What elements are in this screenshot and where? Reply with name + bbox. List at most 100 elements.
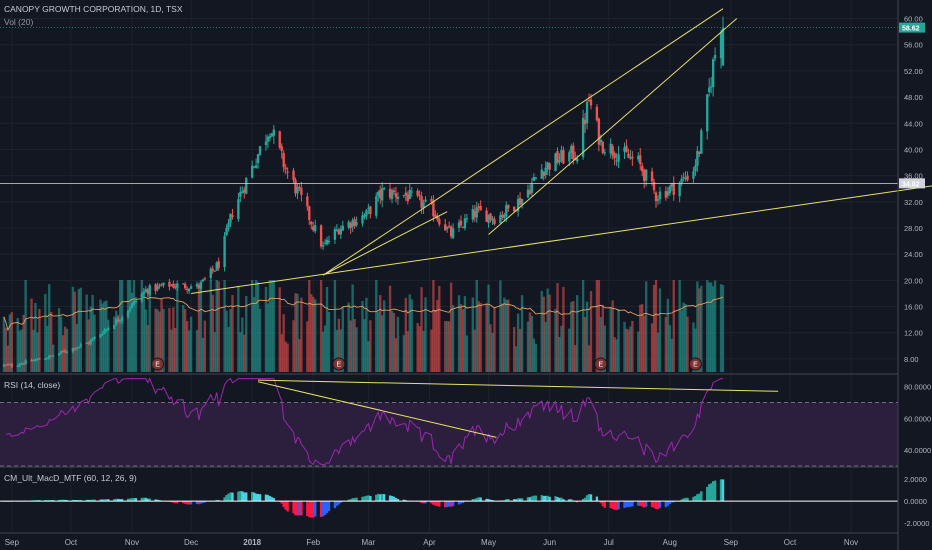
macd-bar [134,498,138,502]
time-axis[interactable]: Sep Oct Nov Dec 2018 Feb Mar Apr May Jun Jul Aug Sep… [5,538,858,547]
candle-body [245,178,248,194]
macd-bar [101,499,104,502]
macd-bar [272,498,276,502]
macd-bar [103,499,106,502]
macd-bar [668,501,671,505]
candle-body [215,262,218,271]
volume-bar [568,328,571,372]
candle-body [38,358,41,360]
macd-bar [215,499,218,502]
candle-body [231,215,234,217]
candle-body [670,183,673,187]
panel-separators[interactable] [0,0,899,550]
time-tick-label: Jun [543,538,556,547]
volume-bar [572,301,575,372]
candle-body [162,282,165,286]
volume-bar [107,319,110,372]
candle-body [656,199,660,201]
macd-bar [477,497,480,502]
volume-bar [241,317,244,372]
macd-bar [583,497,587,502]
volume-bar [48,284,51,372]
macd-bar [227,493,230,502]
price-tick-label: 40.00 [904,145,923,154]
macd-bar [516,498,520,502]
macd-bar [434,501,437,506]
candle-body [73,348,77,350]
trendlines[interactable] [0,8,932,294]
candle-body [489,213,492,220]
macd-bar [546,495,549,502]
macd-bar [239,490,242,502]
candle-body [323,242,327,244]
candle-body [339,228,342,235]
volume-bar [540,290,543,372]
candle-body [709,86,713,88]
candle-body [461,226,465,228]
volume-bar [158,311,161,372]
volume-bar [658,288,662,372]
candle-body [10,363,14,367]
candle-body [36,358,39,361]
price-tick-label: 16.00 [904,303,923,312]
macd-bar [300,501,303,516]
macd-bar [225,495,228,502]
price-axis[interactable]: 60.00 56.00 52.00 48.00 44.00 40.00 36.00 32.00… [899,15,931,529]
macd-bar [558,497,561,502]
volume-bar [79,287,82,372]
candle-body [446,226,449,230]
candle-body [503,214,506,219]
macd-bar [312,501,315,518]
macd-bar [512,499,516,502]
macd-bar [424,501,427,504]
volume-bar [501,303,504,372]
macd-bar [298,501,301,516]
earnings-label: E [155,362,160,369]
candle-body [132,300,136,305]
candle-body [601,142,605,153]
macd-bar [337,501,341,505]
macd-bar [120,499,124,502]
macd-bar [105,499,108,502]
macd-bar [380,493,384,502]
candle-body [327,240,331,242]
level-badge: 34.82 [902,181,920,188]
macd-bar [201,501,205,504]
volume-bar [574,345,577,372]
candle-body [487,214,490,223]
candle-body [254,165,258,168]
volume-bar [489,324,492,372]
candle-body [85,342,88,344]
volume-bar [327,311,331,372]
volume-bar [613,337,616,372]
volume-bar [629,326,632,372]
volume-bar [32,329,35,372]
price-tick-label: 60.00 [904,15,923,24]
volume-bar [115,310,118,372]
volume-bar [410,299,413,372]
candle-body [351,220,354,227]
volume-bar [587,345,591,372]
candle-body [225,228,228,236]
candle-body [650,171,654,182]
macd-bar [256,493,260,502]
macd-bar [394,498,398,502]
candle-body [50,355,53,357]
volume-bar [694,328,697,372]
volume-bar [512,327,516,372]
macd-bar [631,501,634,507]
macd-bar [686,497,689,502]
candle-body [321,245,325,247]
volume-bar [280,334,283,372]
earnings-marker [688,357,702,371]
candle-body [568,152,571,162]
time-tick-label: Mar [361,538,375,547]
time-tick-label: Feb [306,538,320,547]
volume-bar [174,327,177,372]
candle-body [471,209,474,220]
macd-bar [650,501,654,508]
macd-bar [87,499,90,502]
candle-body [282,153,285,168]
